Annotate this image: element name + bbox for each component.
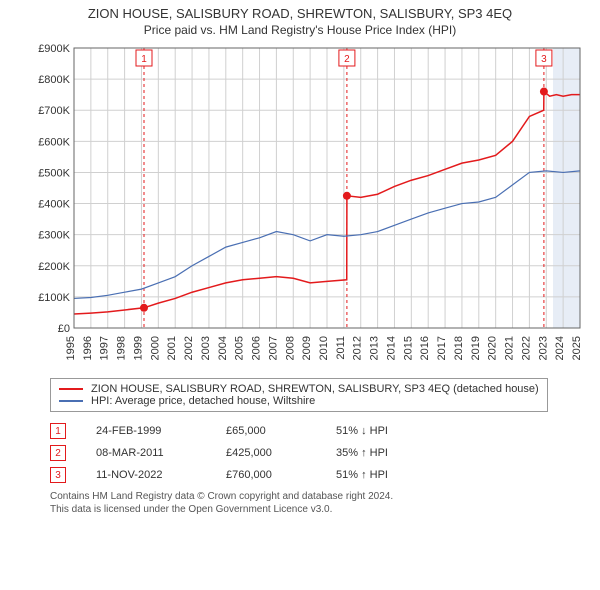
y-tick-label: £0 bbox=[58, 323, 70, 335]
x-tick-label: 2002 bbox=[183, 336, 195, 360]
x-tick-label: 2000 bbox=[149, 336, 161, 360]
y-tick-label: £700K bbox=[38, 106, 70, 118]
x-tick-label: 2024 bbox=[554, 336, 566, 360]
x-tick-label: 1998 bbox=[116, 336, 128, 360]
x-tick-label: 2003 bbox=[200, 336, 212, 360]
legend-swatch bbox=[59, 388, 83, 390]
sale-badge: 3 bbox=[50, 467, 66, 483]
sale-row: 1 24-FEB-1999 £65,000 51% ↓ HPI bbox=[50, 420, 590, 442]
x-tick-label: 2016 bbox=[419, 336, 431, 360]
x-tick-label: 1995 bbox=[65, 336, 77, 360]
x-tick-label: 2013 bbox=[369, 336, 381, 360]
y-tick-label: £400K bbox=[38, 199, 70, 211]
x-tick-label: 2004 bbox=[217, 336, 229, 360]
y-tick-label: £300K bbox=[38, 230, 70, 242]
sales-table: 1 24-FEB-1999 £65,000 51% ↓ HPI 2 08-MAR-2011… bbox=[50, 420, 590, 486]
sale-hpi: 35% ↑ HPI bbox=[336, 447, 436, 459]
x-tick-label: 2007 bbox=[267, 336, 279, 360]
legend: ZION HOUSE, SALISBURY ROAD, SHREWTON, SA… bbox=[50, 378, 548, 412]
x-tick-label: 2021 bbox=[504, 336, 516, 360]
y-tick-label: £200K bbox=[38, 261, 70, 273]
sale-hpi: 51% ↑ HPI bbox=[336, 469, 436, 481]
chart-title: ZION HOUSE, SALISBURY ROAD, SHREWTON, SA… bbox=[10, 6, 590, 23]
sale-row: 3 11-NOV-2022 £760,000 51% ↑ HPI bbox=[50, 464, 590, 486]
x-tick-label: 2014 bbox=[385, 336, 397, 360]
sale-date: 11-NOV-2022 bbox=[96, 469, 196, 481]
legend-swatch bbox=[59, 400, 83, 402]
x-tick-label: 2006 bbox=[251, 336, 263, 360]
x-tick-label: 2020 bbox=[487, 336, 499, 360]
sale-row: 2 08-MAR-2011 £425,000 35% ↑ HPI bbox=[50, 442, 590, 464]
sale-marker-number: 1 bbox=[141, 54, 147, 65]
x-tick-label: 2012 bbox=[352, 336, 364, 360]
x-tick-label: 2019 bbox=[470, 336, 482, 360]
x-tick-label: 2010 bbox=[318, 336, 330, 360]
sale-date: 08-MAR-2011 bbox=[96, 447, 196, 459]
attribution-line2: This data is licensed under the Open Gov… bbox=[50, 503, 590, 516]
chart-svg: £0 £100K £200K £300K £400K £500K £600K £700K £80… bbox=[30, 42, 590, 372]
y-tick-label: £900K bbox=[38, 43, 70, 55]
x-tick-label: 2011 bbox=[335, 336, 347, 360]
legend-item: ZION HOUSE, SALISBURY ROAD, SHREWTON, SA… bbox=[59, 383, 539, 395]
y-tick-label: £500K bbox=[38, 168, 70, 180]
x-tick-label: 2018 bbox=[453, 336, 465, 360]
x-tick-label: 1997 bbox=[99, 336, 111, 360]
y-tick-label: £100K bbox=[38, 292, 70, 304]
chart-subtitle: Price paid vs. HM Land Registry's House … bbox=[10, 23, 590, 39]
attribution-line1: Contains HM Land Registry data © Crown c… bbox=[50, 490, 590, 503]
attribution: Contains HM Land Registry data © Crown c… bbox=[50, 490, 590, 516]
sale-price: £760,000 bbox=[226, 469, 306, 481]
x-tick-label: 2022 bbox=[520, 336, 532, 360]
x-tick-label: 1999 bbox=[132, 336, 144, 360]
chart-container: ZION HOUSE, SALISBURY ROAD, SHREWTON, SA… bbox=[0, 0, 600, 590]
x-tick-label: 2005 bbox=[234, 336, 246, 360]
y-tick-label: £800K bbox=[38, 75, 70, 87]
legend-label: ZION HOUSE, SALISBURY ROAD, SHREWTON, SA… bbox=[91, 383, 539, 395]
sale-price: £65,000 bbox=[226, 425, 306, 437]
x-tick-label: 2025 bbox=[571, 336, 583, 360]
sale-price: £425,000 bbox=[226, 447, 306, 459]
x-tick-label: 2015 bbox=[402, 336, 414, 360]
sale-badge: 2 bbox=[50, 445, 66, 461]
plot-area: £0 £100K £200K £300K £400K £500K £600K £700K £80… bbox=[30, 42, 590, 372]
x-tick-label: 1996 bbox=[82, 336, 94, 360]
sale-marker-number: 2 bbox=[344, 54, 350, 65]
x-tick-label: 2017 bbox=[436, 336, 448, 360]
x-tick-label: 2009 bbox=[301, 336, 313, 360]
x-tick-label: 2023 bbox=[537, 336, 549, 360]
sale-marker-number: 3 bbox=[541, 54, 547, 65]
sale-date: 24-FEB-1999 bbox=[96, 425, 196, 437]
y-tick-label: £600K bbox=[38, 137, 70, 149]
x-tick-label: 2001 bbox=[166, 336, 178, 360]
legend-label: HPI: Average price, detached house, Wilt… bbox=[91, 395, 315, 407]
x-tick-label: 2008 bbox=[284, 336, 296, 360]
legend-item: HPI: Average price, detached house, Wilt… bbox=[59, 395, 539, 407]
shaded-band bbox=[553, 48, 580, 328]
sale-hpi: 51% ↓ HPI bbox=[336, 425, 436, 437]
sale-badge: 1 bbox=[50, 423, 66, 439]
